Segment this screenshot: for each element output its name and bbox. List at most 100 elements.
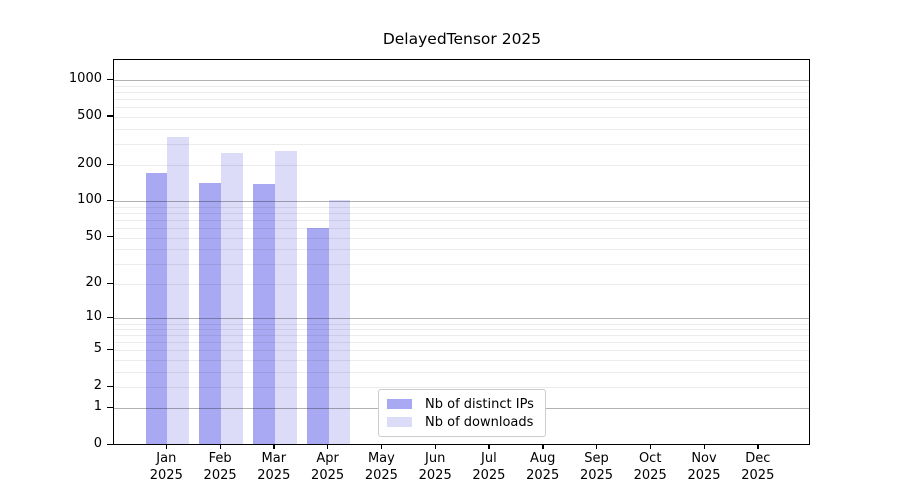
minor-gridline [114,220,809,221]
y-tick-label: 1 [93,399,102,415]
y-tick-label: 500 [77,107,102,123]
y-tick-mark [107,316,113,319]
x-tick-month: May [367,451,395,466]
y-tick-label: 2 [93,378,102,393]
x-tick-year: 2025 [364,467,398,483]
y-tick-label: 100 [77,192,102,208]
y-tick-label: 10 [85,309,102,325]
minor-gridline [114,335,809,337]
x-tick-mark [703,445,705,449]
legend-swatch-distinct-ips-icon [387,399,412,409]
bar-distinct-ips-mar [253,184,275,444]
y-tick-mark [107,282,113,285]
minor-gridline [114,165,809,167]
y-tick-mark [107,348,113,351]
x-tick-mark [327,445,329,449]
minor-gridline [114,206,809,208]
bar-distinct-ips-feb [199,183,222,444]
x-tick-year: 2025 [633,467,667,483]
x-tick-mark [542,445,544,449]
bar-downloads-feb [221,153,243,444]
x-tick-month: Jul [481,451,497,466]
x-tick-mark [596,445,598,449]
minor-gridline [114,342,809,344]
minor-gridline [114,387,809,388]
x-tick-year: 2025 [418,467,452,483]
x-tick-label: Aug 2025 [514,451,572,484]
minor-gridline [114,107,809,109]
x-tick-label: Oct 2025 [621,451,679,484]
minor-gridline [114,237,809,239]
minor-gridline [114,128,809,130]
minor-gridline [114,85,809,87]
x-tick-month: Jun [425,451,446,466]
minor-gridline [114,360,809,361]
x-tick-mark [165,445,168,449]
y-tick-label: 200 [77,156,102,172]
x-tick-month: Dec [745,451,771,466]
minor-gridline [114,99,809,101]
minor-gridline [114,116,809,118]
legend-label-distinct-ips: Nb of distinct IPs [425,396,534,412]
y-tick-label: 5 [93,341,102,357]
legend-swatch-downloads-icon [387,417,412,427]
minor-gridline [114,263,809,265]
x-tick-year: 2025 [203,467,237,483]
x-tick-month: Sep [584,451,609,466]
y-tick-mark [107,385,113,387]
y-tick-mark [107,443,113,445]
y-tick-mark [107,199,113,202]
legend-label-downloads: Nb of downloads [425,414,534,430]
x-tick-label: Dec 2025 [729,451,787,484]
bar-downloads-jan [167,136,190,444]
x-tick-label: Nov 2025 [675,451,733,484]
x-tick-year: 2025 [472,467,506,483]
x-tick-year: 2025 [311,467,345,483]
x-tick-label: May 2025 [352,451,410,484]
minor-gridline [114,323,809,325]
x-tick-year: 2025 [149,467,183,483]
x-tick-mark [757,445,759,449]
y-tick-mark [107,236,113,238]
x-tick-mark [649,445,652,449]
x-tick-month: Feb [208,451,232,466]
major-gridline [114,80,809,82]
bar-distinct-ips-jan [145,172,168,444]
minor-gridline [114,350,809,352]
x-tick-mark [273,445,275,449]
x-tick-year: 2025 [526,467,560,483]
x-tick-month: Oct [638,451,662,466]
x-tick-label: Mar 2025 [245,451,303,484]
x-tick-month: Mar [261,451,287,466]
x-tick-year: 2025 [687,467,721,483]
x-tick-year: 2025 [579,467,614,483]
y-tick-mark [107,163,113,165]
x-tick-mark [434,445,437,449]
legend-item-distinct-ips: Nb of distinct IPs [387,397,545,412]
x-tick-label: Apr 2025 [299,451,357,484]
minor-gridline [114,284,809,286]
minor-gridline [114,329,809,330]
x-tick-label: Jan 2025 [137,451,195,484]
legend: Nb of distinct IPs Nb of downloads [378,389,546,437]
x-tick-label: Feb 2025 [191,451,249,484]
bar-downloads-apr [328,200,351,444]
minor-gridline [114,92,809,94]
x-tick-month: Aug [529,451,556,466]
x-tick-year: 2025 [741,467,775,483]
y-tick-mark [107,406,113,409]
x-tick-month: Nov [691,451,717,466]
bar-distinct-ips-apr [306,227,329,444]
x-tick-label: Sep 2025 [568,451,626,484]
x-tick-mark [488,445,490,449]
y-tick-label: 1000 [68,71,102,87]
x-tick-mark [219,445,221,449]
legend-item-downloads: Nb of downloads [387,415,545,430]
y-tick-label: 0 [93,436,102,451]
bar-downloads-mar [274,151,297,444]
x-tick-year: 2025 [257,467,291,483]
major-gridline [114,201,809,203]
minor-gridline [114,213,809,214]
y-tick-mark [107,115,113,117]
